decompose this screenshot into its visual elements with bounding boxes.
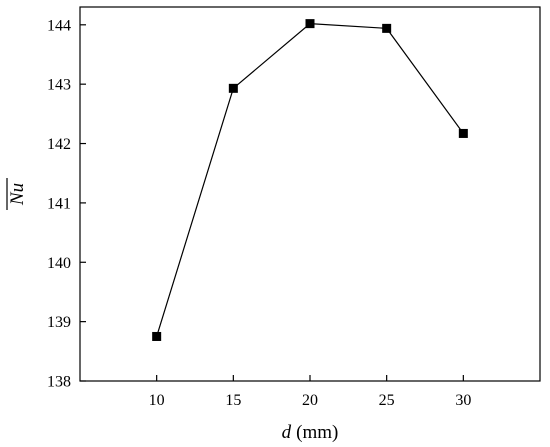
- data-point-marker: [458, 128, 468, 138]
- data-point-marker: [152, 331, 162, 341]
- y-tick-label: 140: [47, 255, 71, 272]
- y-tick-label: 138: [47, 374, 71, 391]
- y-tick-label: 139: [47, 314, 71, 331]
- y-tick-label: 143: [47, 77, 71, 94]
- series-line: [156, 23, 464, 337]
- x-axis-unit: (mm): [296, 422, 338, 443]
- x-axis-ticks: 10 15 20 25 30: [149, 375, 471, 409]
- x-tick-label: 25: [379, 392, 395, 409]
- plot-frame: [79, 6, 541, 382]
- x-tick-label: 30: [455, 392, 471, 409]
- series-group: [152, 19, 468, 341]
- x-tick-label: 20: [302, 392, 318, 409]
- y-tick-label: 141: [47, 195, 71, 212]
- x-tick-label: 15: [225, 392, 241, 409]
- data-point-marker: [382, 23, 392, 33]
- data-point-marker: [305, 19, 315, 29]
- x-axis-title: d (mm): [282, 422, 339, 443]
- x-tick-label: 10: [149, 392, 165, 409]
- y-tick-label: 144: [47, 17, 71, 34]
- y-axis-title: Nu: [6, 178, 28, 210]
- svg-text:Nu: Nu: [7, 183, 28, 206]
- y-axis-ticks: 138 139 140 141 142 143 144: [47, 17, 86, 391]
- y-axis-symbol: Nu: [7, 183, 28, 206]
- y-tick-label: 142: [47, 136, 71, 153]
- data-point-marker: [228, 83, 238, 93]
- x-axis-symbol: d: [282, 422, 292, 443]
